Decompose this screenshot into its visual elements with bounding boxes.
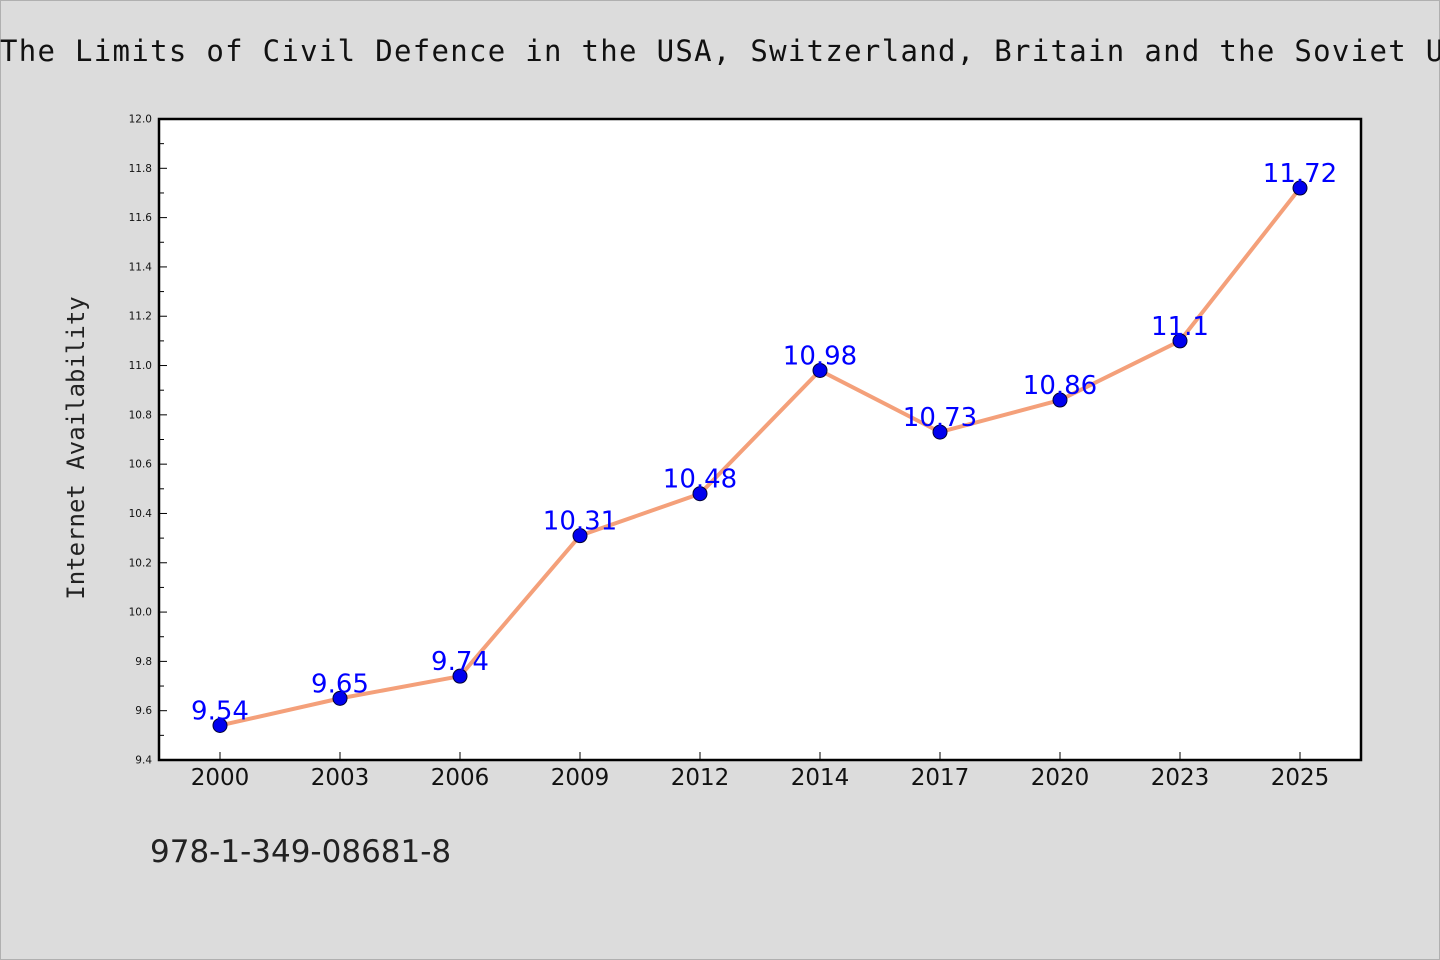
y-tick-label: 11.2	[129, 311, 152, 323]
series-line	[219, 186, 1302, 728]
data-label: 11.1	[1151, 312, 1209, 342]
y-axis-label: Internet Availability	[62, 296, 90, 599]
y-tick-label: 9.4	[135, 755, 152, 767]
plot-area	[157, 117, 1363, 762]
data-label: 9.74	[431, 647, 489, 677]
x-tick-label: 2003	[311, 765, 370, 791]
data-point	[1172, 333, 1188, 349]
x-tick-label: 2020	[1031, 765, 1090, 791]
x-tick-label: 2023	[1151, 765, 1210, 791]
y-tick-label: 11.0	[129, 360, 152, 372]
x-tick-label: 2017	[911, 765, 970, 791]
x-tick-label: 2014	[791, 765, 850, 791]
y-tick-label: 10.4	[129, 508, 153, 520]
data-point	[572, 528, 588, 544]
data-points	[212, 180, 1308, 733]
y-tick-label: 11.8	[129, 163, 152, 175]
data-point	[212, 717, 228, 733]
y-tick-label: 10.0	[129, 607, 152, 619]
data-point	[812, 362, 828, 378]
y-tick-label: 9.6	[135, 705, 152, 717]
x-tick-label: 2009	[551, 765, 610, 791]
data-point	[1052, 392, 1068, 408]
data-label: 9.54	[191, 696, 249, 726]
data-label: 10.31	[543, 507, 617, 537]
y-tick-label: 10.8	[129, 409, 152, 421]
x-tick-label: 2000	[191, 765, 250, 791]
y-tick-label: 11.6	[129, 212, 153, 224]
x-tick-label: 2025	[1271, 765, 1330, 791]
data-point	[1292, 180, 1308, 196]
data-label: 10.73	[903, 403, 977, 433]
x-tick-label: 2012	[671, 765, 730, 791]
series-line-group	[219, 186, 1302, 728]
data-point	[692, 486, 708, 502]
data-label: 10.86	[1023, 371, 1097, 401]
data-point	[452, 668, 468, 684]
data-label: 10.48	[663, 465, 737, 495]
y-tick-label: 10.2	[129, 557, 152, 569]
data-label: 10.98	[783, 341, 857, 371]
chart-title: The Limits of Civil Defence in the USA, …	[0, 34, 1440, 68]
isbn-text: 978-1-349-08681-8	[150, 834, 452, 870]
x-tick-label: 2006	[431, 765, 490, 791]
data-point	[932, 424, 948, 440]
y-axis: 9.4 9.6 9.8 10.0 10.2 10.4 10.6 10.8 11.0 11.2 11.…	[129, 114, 167, 767]
y-tick-label: 12.0	[129, 114, 152, 126]
data-label: 11.72	[1263, 159, 1337, 189]
data-label: 9.65	[311, 669, 369, 699]
y-tick-label: 11.4	[129, 261, 153, 273]
y-tick-label: 9.8	[135, 656, 152, 668]
y-tick-label: 10.6	[129, 459, 153, 471]
x-axis: 2000 2003 2006 2009 2012 2014 2017 2020 2023 2025	[191, 752, 1330, 791]
data-point	[332, 690, 348, 706]
data-labels: 9.54 9.65 9.74 10.31 10.48 10.98 10.73 10.86 11.…	[191, 159, 1337, 726]
